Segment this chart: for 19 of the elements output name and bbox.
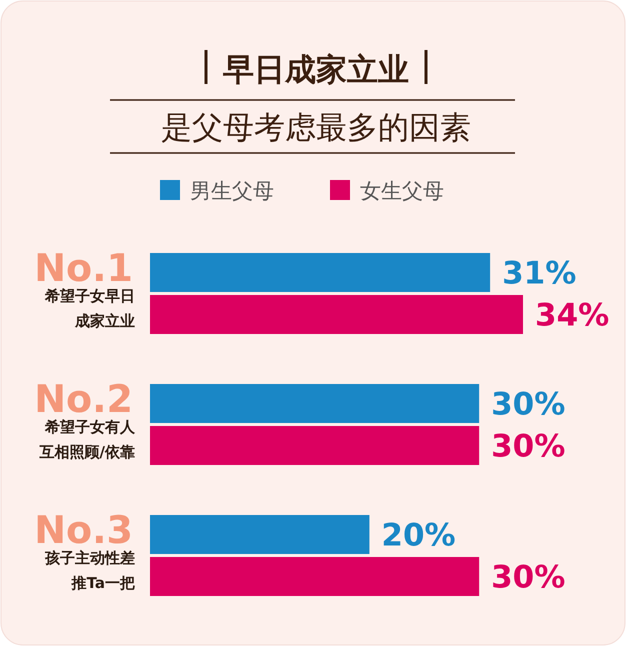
bar	[150, 515, 370, 554]
data-label: 30%	[491, 560, 566, 596]
bar	[150, 295, 523, 334]
legend-label: 女生父母	[360, 179, 444, 203]
bar	[150, 557, 480, 596]
chart-subtitle: 是父母考虑最多的因素	[161, 110, 471, 146]
chart-title: 早日成家立业	[222, 52, 409, 88]
bar	[150, 253, 490, 292]
data-label: 30%	[491, 428, 566, 464]
legend-label: 男生父母	[190, 179, 274, 203]
bar	[150, 426, 480, 465]
data-label: 30%	[491, 386, 566, 422]
y-tick-label: No.3 孩子主动性差推Ta一把	[34, 508, 135, 596]
y-tick-label: No.2 希望子女有人互相照顾/依靠	[34, 377, 135, 465]
data-label: 20%	[381, 518, 456, 554]
data-label: 34%	[535, 298, 610, 334]
bar	[150, 384, 480, 423]
y-tick-label: No.1 希望子女早日成家立业	[34, 246, 135, 334]
data-label: 31%	[502, 256, 576, 292]
